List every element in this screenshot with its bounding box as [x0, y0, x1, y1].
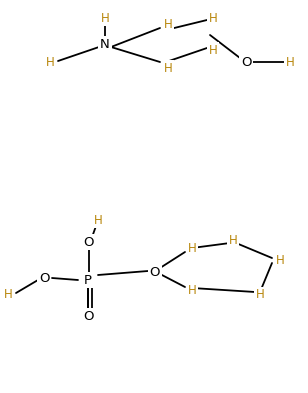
Text: H: H: [209, 11, 217, 24]
Text: H: H: [4, 288, 12, 301]
Text: H: H: [286, 55, 294, 68]
Text: O: O: [83, 235, 93, 248]
Text: H: H: [276, 253, 284, 266]
Text: O: O: [39, 272, 49, 285]
Text: O: O: [83, 310, 93, 323]
Text: H: H: [164, 61, 172, 75]
Text: N: N: [100, 37, 110, 50]
Text: O: O: [150, 266, 160, 279]
Text: H: H: [94, 213, 102, 226]
Text: H: H: [256, 288, 264, 301]
Text: H: H: [188, 283, 197, 296]
Text: O: O: [241, 55, 251, 68]
Text: P: P: [84, 274, 92, 286]
Text: H: H: [164, 18, 172, 31]
Text: H: H: [46, 55, 55, 68]
Text: H: H: [188, 242, 197, 255]
Text: H: H: [229, 233, 237, 246]
Text: H: H: [101, 11, 109, 24]
Text: H: H: [209, 44, 217, 57]
